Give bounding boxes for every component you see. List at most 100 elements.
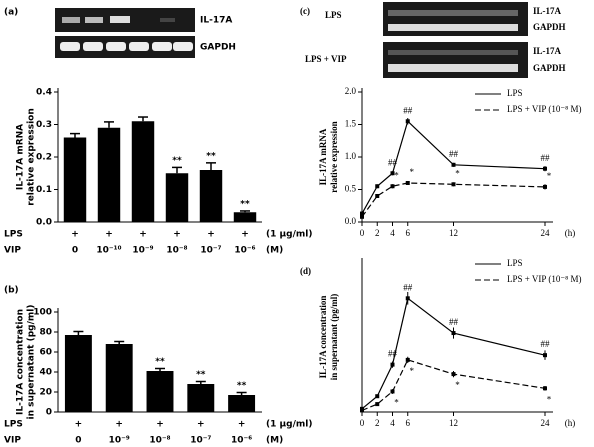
lps-sign: + [75,420,83,430]
point [375,402,380,407]
x-tick-label: 10⁻⁶ [231,436,252,446]
x-tick-label: 2 [375,228,380,238]
bar [63,137,87,222]
legend-label: LPS [507,88,523,98]
y-tick-label: 60 [39,348,52,358]
significance: ## [541,153,551,163]
point [390,184,395,189]
x-unit: (h) [565,228,576,238]
x-tick-label: 10⁻⁶ [234,246,255,256]
y-axis-label: relative expression [27,108,37,205]
y-axis-label: relative expression [329,121,339,192]
x-tick-label: 10⁻⁹ [109,436,130,446]
legend-label: LPS [507,258,523,268]
bar [233,212,257,222]
x-unit: (h) [565,418,576,428]
lps-sign: + [241,230,249,240]
bar [165,173,189,222]
x-tick-label: 24 [541,418,551,428]
y-axis-label: in supernatant (pg/ml) [329,294,339,381]
y-tick-label: 1.5 [345,119,357,129]
significance: * [394,170,399,180]
series-line [361,120,546,214]
gel-label: IL-17A [200,16,232,26]
point [451,162,456,167]
point [543,386,547,391]
point [360,211,364,216]
significance: ## [388,349,398,359]
y-axis-label: IL-17A concentration [318,296,328,379]
point [360,214,364,219]
y-tick-label: 80 [39,328,52,338]
significance: * [455,168,460,178]
y-axis-label: IL-17A mRNA [318,128,328,185]
lps-sign: + [156,420,164,430]
lps-sign: + [139,230,147,240]
x-tick-label: 10⁻⁹ [132,246,153,256]
y-tick-label: 2.0 [345,86,357,96]
y-tick-label: 0.3 [36,120,52,130]
x-tick-label: 2 [375,418,380,428]
legend-label: LPS + VIP (10⁻⁸ M) [507,104,581,114]
row-unit: (M) [266,436,283,446]
significance: ** [196,370,206,380]
significance: ## [449,317,459,327]
panel-label: (b) [4,286,19,296]
y-tick-label: 0 [46,408,52,418]
y-tick-label: 0.5 [345,184,357,194]
panel: (b) IL-17A concentration in supernatant (p… [4,286,312,446]
bar [228,395,256,412]
row-unit: (1 μg/ml) [266,230,312,240]
bar [199,170,223,222]
significance: ** [237,381,247,391]
point [405,119,410,124]
bar [187,384,215,412]
lps-sign: + [207,230,215,240]
significance: ## [541,339,551,349]
y-tick-label: 0.4 [36,88,52,98]
point [390,362,395,367]
point [543,166,547,171]
significance: ## [449,149,459,159]
significance: ** [172,156,182,166]
significance: * [547,171,552,181]
x-tick-label: 10⁻⁸ [166,246,187,256]
y-axis-label: IL-17A concentration [16,309,26,415]
x-tick-label: 12 [449,228,458,238]
point [375,194,380,198]
x-tick-label: 0 [72,246,78,256]
series-line [361,297,546,410]
y-tick-label: 40 [39,368,52,378]
gel-label: GAPDH [200,43,236,53]
gel-label: IL-17A [533,6,562,16]
panel: (d) IL-17A concentration in supernatant (p… [300,258,581,428]
panel-label: (d) [300,266,311,276]
x-tick-label: 0 [75,436,81,446]
panel-label: (c) [300,6,310,16]
series-line [361,182,546,218]
lps-sign: + [115,420,123,430]
point [451,182,456,187]
bar [105,344,133,412]
x-tick-label: 4 [390,418,395,428]
gel-label: GAPDH [533,63,566,73]
significance: ## [403,105,413,115]
significance: ## [388,157,398,167]
x-tick-label: 24 [541,228,551,238]
y-tick-label: 0.0 [36,218,52,228]
bar [64,335,92,412]
significance: ## [403,282,413,292]
x-tick-label: 10⁻¹⁰ [96,246,121,256]
lps-sign: + [71,230,79,240]
x-tick-label: 12 [449,418,458,428]
lps-sign: + [173,230,181,240]
y-tick-label: 1.0 [345,151,357,161]
bar [131,121,155,222]
y-axis-label: IL-17A mRNA [16,124,26,190]
x-tick-label: 4 [390,228,395,238]
point [405,296,410,301]
lps-sign: + [197,420,205,430]
gel-group: LPS [325,10,342,20]
row-header: VIP [4,246,21,256]
